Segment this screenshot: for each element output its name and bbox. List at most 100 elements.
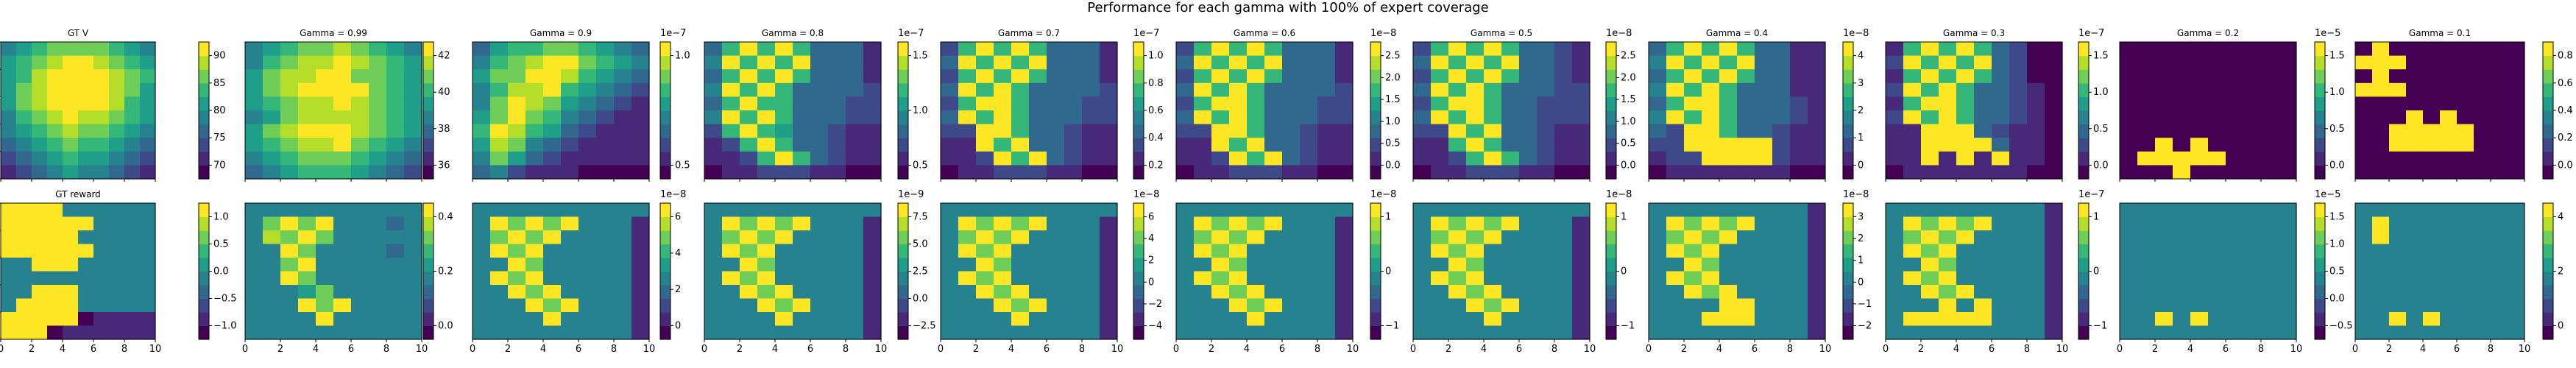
heatmap-cell <box>2009 69 2028 84</box>
heatmap-cell <box>958 244 977 258</box>
heatmap-cell <box>1666 325 1685 340</box>
heatmap-cell <box>863 285 882 300</box>
heatmap-cell <box>1702 165 1720 180</box>
heatmap-cell <box>280 69 299 84</box>
heatmap-panel: GT reward02468100246810−1.0−0.50.00.51.0 <box>0 189 237 355</box>
heatmap-cell <box>2045 298 2063 313</box>
heatmap-cell <box>1921 165 1939 180</box>
x-tick-label: 6 <box>807 344 813 355</box>
heatmap-cell <box>369 96 387 111</box>
heatmap-cell <box>1572 230 1590 245</box>
heatmap-cell <box>1921 271 1939 286</box>
heatmap-cell <box>2027 151 2045 166</box>
heatmap-cell <box>775 96 793 111</box>
heatmap-cell <box>1100 110 1118 125</box>
heatmap-cell <box>1666 244 1685 258</box>
heatmap-cell <box>2045 69 2063 84</box>
heatmap-cell <box>1719 271 1738 286</box>
heatmap-cell <box>1921 230 1939 245</box>
x-tick-label: 8 <box>383 344 389 355</box>
heatmap-cell <box>1772 203 1791 218</box>
axes-frame <box>244 202 422 340</box>
heatmap-cell <box>1282 42 1301 57</box>
heatmap-cell <box>2208 124 2226 138</box>
heatmap-cell <box>1448 244 1467 258</box>
heatmap-cell <box>1176 271 1195 286</box>
heatmap-cell <box>1719 151 1738 166</box>
heatmap-cell <box>1719 325 1738 340</box>
heatmap-cell <box>316 110 334 125</box>
heatmap-cell <box>1519 96 1538 111</box>
heatmap-cell <box>109 55 125 70</box>
heatmap-cell <box>1649 69 1667 84</box>
heatmap-cell <box>1737 203 1755 218</box>
heatmap-cell <box>490 55 509 70</box>
colorbar-segment <box>2543 230 2553 245</box>
heatmap-cell <box>810 203 829 218</box>
heatmap-cell <box>1300 96 1318 111</box>
heatmap-cell <box>386 203 405 218</box>
heatmap-cell <box>2508 82 2525 97</box>
colorbar-segment <box>660 82 670 97</box>
heatmap-cell <box>47 244 63 258</box>
heatmap-cell <box>1737 82 1755 97</box>
heatmap-cell <box>793 325 811 340</box>
heatmap-cell <box>1537 325 1555 340</box>
colorbar-segment <box>2315 138 2325 152</box>
heatmap-cell <box>1317 42 1336 57</box>
heatmap-cell <box>1702 216 1720 231</box>
heatmap-cell <box>2508 325 2525 340</box>
heatmap-cell <box>1684 42 1702 57</box>
heatmap-cell <box>2440 230 2458 245</box>
colorbar-offset-label: 1e−7 <box>1133 28 1159 39</box>
colorbar-segment <box>2078 55 2089 70</box>
colorbar-segment <box>2543 258 2553 272</box>
heatmap-cell <box>2190 298 2209 313</box>
colorbar-segment <box>2543 124 2553 138</box>
heatmap-cell <box>2389 96 2407 111</box>
heatmap-cell <box>1572 96 1590 111</box>
heatmap-cell <box>2027 82 2045 97</box>
heatmap-cell <box>280 271 299 286</box>
heatmap-cell <box>1082 258 1100 272</box>
heatmap-cell <box>1921 151 1939 166</box>
colorbar-segment <box>898 96 908 111</box>
heatmap-cell <box>941 151 959 166</box>
heatmap-cell <box>1317 151 1336 166</box>
colorbar-segment <box>1606 203 1616 218</box>
colorbar-segment <box>2078 298 2089 313</box>
heatmap-cell <box>1737 285 1755 300</box>
heatmap-cell <box>1519 325 1538 340</box>
heatmap-cell <box>47 124 63 138</box>
colorbar: −0.50.00.51.01.51e−5 <box>2314 189 2353 340</box>
heatmap-cell <box>16 258 32 272</box>
heatmap-cell <box>1194 110 1212 125</box>
heatmap-cell <box>757 258 776 272</box>
heatmap-cell <box>2009 124 2028 138</box>
heatmap-cell <box>1300 325 1318 340</box>
heatmap-cell <box>1572 203 1590 218</box>
heatmap-cell <box>1501 151 1520 166</box>
heatmap-cell <box>2226 69 2244 84</box>
heatmap-cell <box>490 203 509 218</box>
heatmap-cell <box>1808 151 1826 166</box>
heatmap-cell <box>561 230 579 245</box>
heatmap-cell <box>1 165 17 180</box>
x-tick-label: 6 <box>576 344 581 355</box>
heatmap-cell <box>1537 312 1555 327</box>
heatmap-cell <box>2389 203 2407 218</box>
heatmap-cell <box>93 69 110 84</box>
heatmap-cell <box>2474 258 2491 272</box>
heatmap-cell <box>1082 165 1100 180</box>
x-tick-label: 4 <box>772 344 778 355</box>
colorbar-frame <box>1133 202 1144 340</box>
heatmap-cell <box>2389 165 2407 180</box>
heatmap-cell <box>1413 138 1432 152</box>
heatmap-cell <box>1501 230 1520 245</box>
heatmap-cell <box>1755 96 1773 111</box>
heatmap-cell <box>1790 82 1808 97</box>
colorbar-segment <box>1133 138 1144 152</box>
heatmap-cell <box>404 124 422 138</box>
heatmap-cell <box>1886 55 1904 70</box>
heatmap-cell <box>2423 151 2441 166</box>
